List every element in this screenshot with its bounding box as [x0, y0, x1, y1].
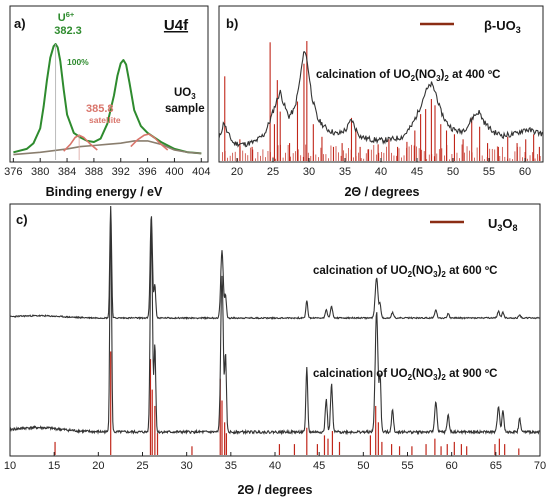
panel-b-x-ticks: 20 25 30 35 40 45 50 55 60 — [231, 158, 531, 178]
panel-c-reference-lines — [54, 351, 520, 455]
panel-c-x-tick-label: 55 — [401, 460, 413, 472]
panel-c-x-tick-label: 45 — [313, 460, 325, 472]
panel-a-x-tick-label: 384 — [58, 166, 76, 178]
panel-b-xrd: 20 25 30 35 40 45 50 55 60 b) β-UO3 calcination … — [218, 5, 544, 199]
panel-c-x-tick-label: 35 — [225, 460, 237, 472]
pattern-400c-line — [218, 51, 544, 148]
panel-c-plot — [9, 205, 540, 436]
panel-c-x-tick-label: 25 — [136, 460, 148, 472]
panel-b-letter: b) — [226, 16, 238, 31]
panel-b-x-tick-label: 55 — [483, 166, 495, 178]
panel-c-x-tick-label: 65 — [490, 460, 502, 472]
panel-a-x-tick-label: 396 — [138, 166, 156, 178]
pattern-900c-line — [9, 214, 540, 436]
panel-c-xrd: 10 15 20 25 30 35 40 45 50 55 60 65 70 c) U3O8 calci… — [4, 203, 546, 497]
panel-b-legend-label: β-UO3 — [484, 18, 521, 35]
panel-b-sample-label: calcination of UO2(NO3)2 at 400 ºC — [316, 69, 500, 83]
panel-b-x-tick-label: 35 — [339, 166, 351, 178]
xps-satellite-2-line — [130, 133, 169, 151]
panel-b-reference-lines — [222, 41, 541, 161]
xps-background-line — [13, 140, 202, 156]
panel-b-x-tick-label: 45 — [411, 166, 423, 178]
panel-b-x-axis-label: 2Θ / degrees — [344, 185, 419, 199]
panel-c-x-tick-label: 20 — [92, 460, 104, 472]
panel-a-frame — [9, 5, 209, 163]
panel-b-x-tick-label: 40 — [375, 166, 387, 178]
panel-a-x-tick-label: 400 — [165, 166, 183, 178]
panel-b-x-tick-label: 20 — [231, 166, 243, 178]
panel-a-x-tick-label: 380 — [31, 166, 49, 178]
panel-b-x-tick-label: 25 — [267, 166, 279, 178]
panel-a-x-tick-label: 404 — [192, 166, 210, 178]
xps-envelope-line — [13, 43, 202, 155]
u6-peak-label: U6+ — [58, 10, 75, 24]
panel-a-x-axis-label: Binding energy / eV — [46, 185, 163, 199]
sample-label-uo3: UO3 — [174, 87, 196, 101]
panel-c-x-axis-label: 2Θ / degrees — [237, 483, 312, 497]
panel-b-x-tick-label: 50 — [447, 166, 459, 178]
panel-a-xps: 376 380 384 388 392 396 400 404 a) U4f U6+ 382.… — [4, 5, 210, 199]
pattern-600c-line — [9, 205, 540, 321]
panel-b-x-tick-label: 30 — [303, 166, 315, 178]
percent-label: 100% — [67, 57, 89, 67]
panel-c-x-tick-label: 15 — [48, 460, 60, 472]
panel-c-label-600: calcination of UO2(NO3)2 at 600 ºC — [313, 265, 497, 279]
panel-a-x-tick-label: 392 — [112, 166, 130, 178]
panel-c-label-900: calcination of UO2(NO3)2 at 900 ºC — [313, 368, 497, 382]
panel-c-frame — [9, 203, 541, 457]
panel-c-x-ticks: 10 15 20 25 30 35 40 45 50 55 60 65 70 — [4, 452, 546, 472]
panel-c-x-tick-label: 30 — [181, 460, 193, 472]
panel-c-x-tick-label: 70 — [534, 460, 546, 472]
panel-c-x-tick-label: 60 — [446, 460, 458, 472]
panel-a-letter: a) — [14, 16, 26, 31]
panel-a-x-tick-label: 388 — [85, 166, 103, 178]
sample-label-word: sample — [165, 103, 205, 115]
panel-c-x-tick-label: 40 — [269, 460, 281, 472]
panel-c-letter: c) — [16, 212, 28, 227]
satellite-energy: 385.8 — [86, 103, 114, 115]
panel-c-x-tick-label: 50 — [357, 460, 369, 472]
panel-a-title: U4f — [164, 17, 189, 34]
panel-a-x-ticks: 376 380 384 388 392 396 400 404 — [4, 158, 210, 178]
panel-c-x-tick-label: 10 — [4, 460, 16, 472]
u6-peak-energy: 382.3 — [54, 25, 82, 37]
satellite-label: satellite — [89, 115, 121, 125]
panel-b-x-tick-label: 60 — [519, 166, 531, 178]
panel-a-x-tick-label: 376 — [4, 166, 22, 178]
panel-b-plot — [218, 51, 544, 148]
panel-c-legend-label: U3O8 — [488, 216, 518, 233]
panel-a-plot — [13, 43, 202, 160]
